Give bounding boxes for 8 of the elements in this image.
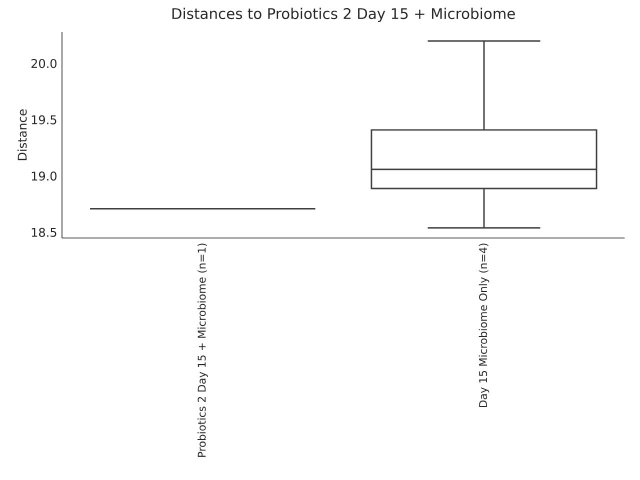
y-tick-label: 19.0 xyxy=(32,172,56,181)
y-tick-label: 18.5 xyxy=(32,228,56,237)
x-tick-label: Probiotics 2 Day 15 + Microbiome (n=1) xyxy=(198,244,208,457)
y-axis-title: Distance xyxy=(17,109,27,160)
chart-title: Distances to Probiotics 2 Day 15 + Microbiome xyxy=(172,8,515,22)
y-tick-label: 19.5 xyxy=(32,115,56,124)
y-tick-label: 20.0 xyxy=(31,58,56,68)
x-tick-label: Day 15 Microbiome Only (n=4) xyxy=(478,244,490,408)
